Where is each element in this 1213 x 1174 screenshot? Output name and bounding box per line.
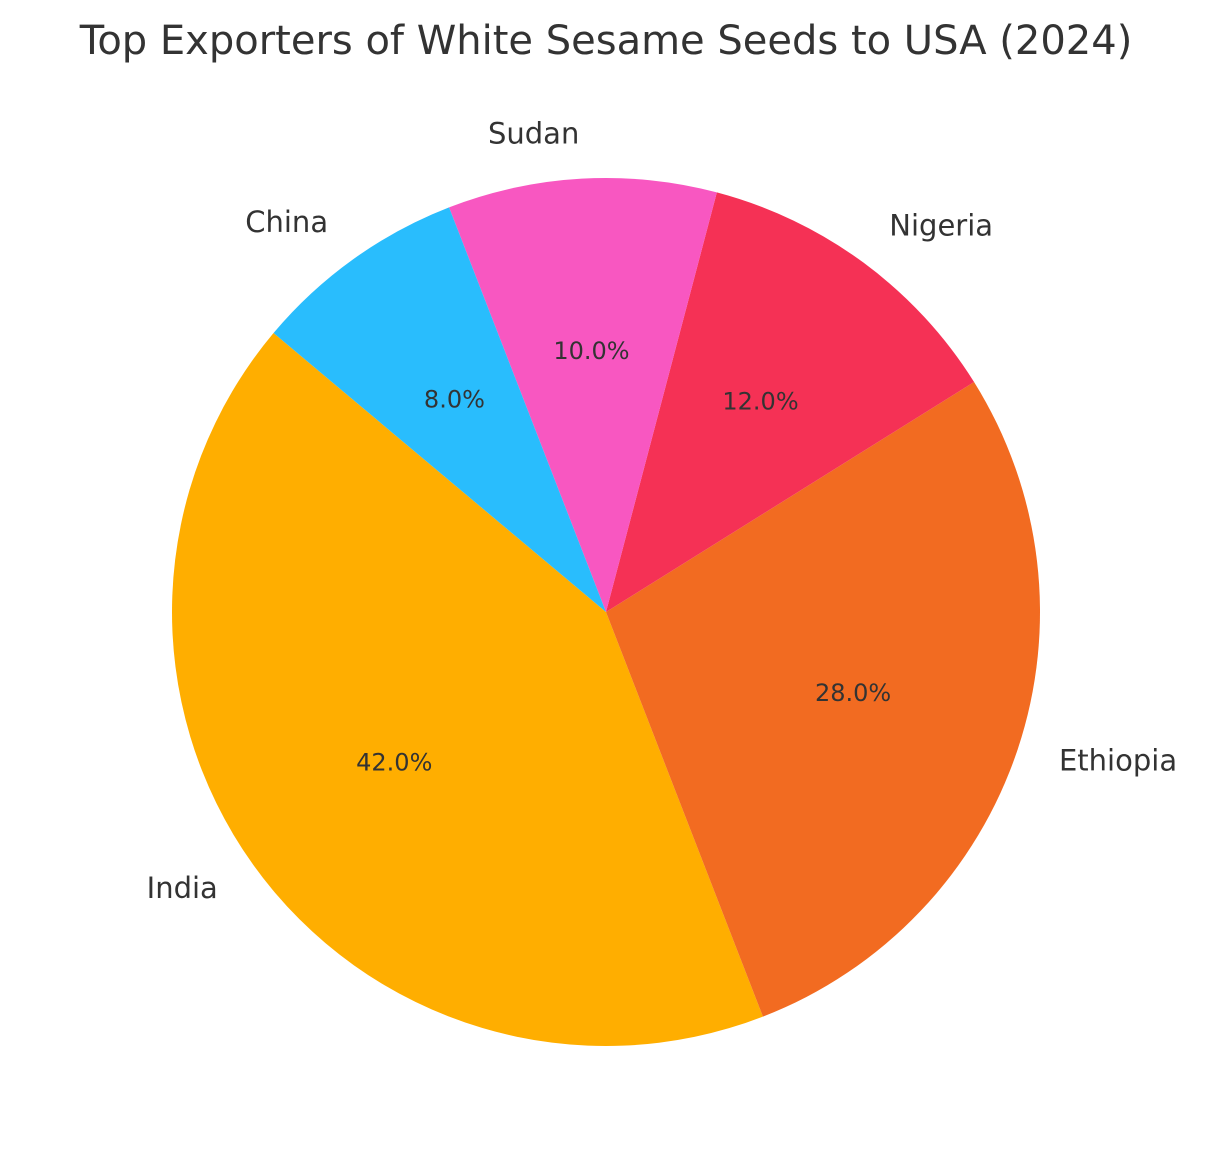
- pie-slice-sudan: [449, 178, 717, 612]
- slice-percent-india: 42.0%: [356, 749, 432, 777]
- slice-label-india: India: [147, 871, 218, 905]
- slice-percent-nigeria: 12.0%: [722, 387, 798, 415]
- slice-label-china: China: [245, 205, 328, 239]
- slice-percent-sudan: 10.0%: [553, 337, 629, 365]
- slice-percent-ethiopia: 28.0%: [815, 679, 891, 707]
- pie-slice-ethiopia: [606, 382, 1040, 1017]
- slice-percent-china: 8.0%: [424, 385, 485, 413]
- pie-slices: [172, 178, 1040, 1047]
- pie-slice-nigeria: [606, 192, 975, 612]
- slice-label-ethiopia: Ethiopia: [1059, 744, 1177, 778]
- pie-labels: India 42.0% Ethiopia 28.0% Nigeria 12.0% Sudan…: [147, 116, 1177, 905]
- pie-slice-china: [273, 207, 606, 613]
- chart-title: Top Exporters of White Sesame Seeds to U…: [79, 18, 1133, 64]
- pie-slice-india: [172, 333, 763, 1047]
- slice-label-sudan: Sudan: [488, 116, 579, 150]
- slice-label-nigeria: Nigeria: [889, 209, 993, 243]
